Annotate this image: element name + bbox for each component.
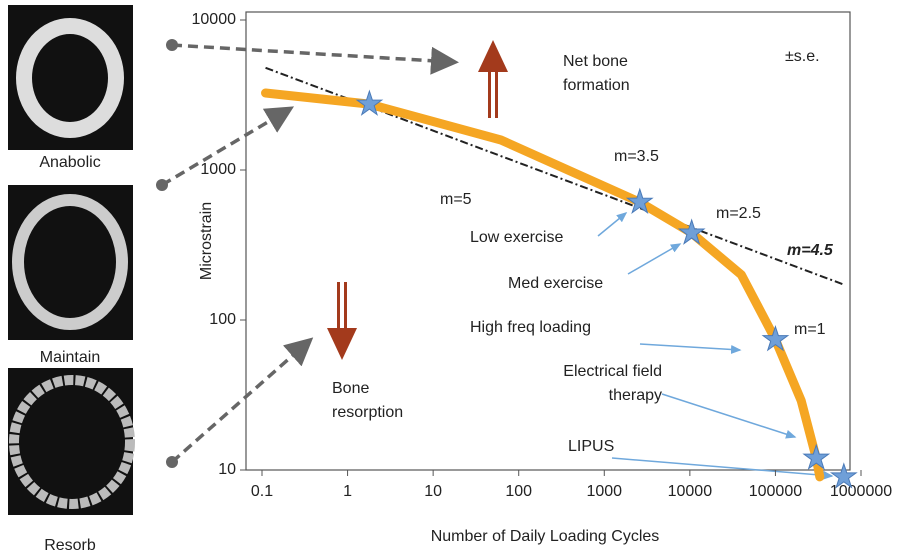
annotation: Electrical field: [563, 363, 662, 380]
x-tick-label: 1000: [586, 483, 622, 500]
annotation: formation: [563, 77, 630, 94]
arrow-origins: [156, 39, 178, 468]
annotation: Bone: [332, 380, 369, 397]
image-caption: Maintain: [40, 349, 100, 366]
direction-arrows: [327, 40, 508, 360]
y-tick-label: 100: [209, 311, 236, 328]
annotation: m=1: [794, 321, 826, 338]
y-tick-label: 10: [218, 461, 236, 478]
annotation: LIPUS: [568, 438, 614, 455]
annotation: m=2.5: [716, 205, 761, 222]
x-tick-label: 1: [343, 483, 352, 500]
y-tick-label: 10000: [192, 11, 237, 28]
x-axis-label: Number of Daily Loading Cycles: [431, 528, 660, 545]
annotation: resorption: [332, 404, 403, 421]
annotation: m=4.5: [787, 242, 834, 259]
figure: Number of Daily Loading Cycles Microstra…: [0, 0, 898, 559]
y-axis-label: Microstrain: [198, 202, 215, 280]
x-tick-label: 100: [505, 483, 532, 500]
y-tick-label: 1000: [200, 161, 236, 178]
annotation: Net bone: [563, 53, 628, 70]
image-caption: Anabolic: [39, 154, 100, 171]
annotation: Low exercise: [470, 229, 563, 246]
bone-images: [8, 5, 133, 515]
annotation: Med exercise: [508, 275, 603, 292]
x-tick-label: 100000: [749, 483, 802, 500]
annotation: ±s.e.: [785, 48, 820, 65]
annotation: High freq loading: [470, 319, 591, 336]
image-caption: Resorb: [44, 537, 96, 554]
x-tick-label: 0.1: [251, 483, 273, 500]
x-tick-label: 10: [424, 483, 442, 500]
x-tick-label: 10000: [668, 483, 713, 500]
annotation: m=3.5: [614, 148, 659, 165]
annotation: m=5: [440, 191, 472, 208]
annotation: therapy: [609, 387, 662, 404]
